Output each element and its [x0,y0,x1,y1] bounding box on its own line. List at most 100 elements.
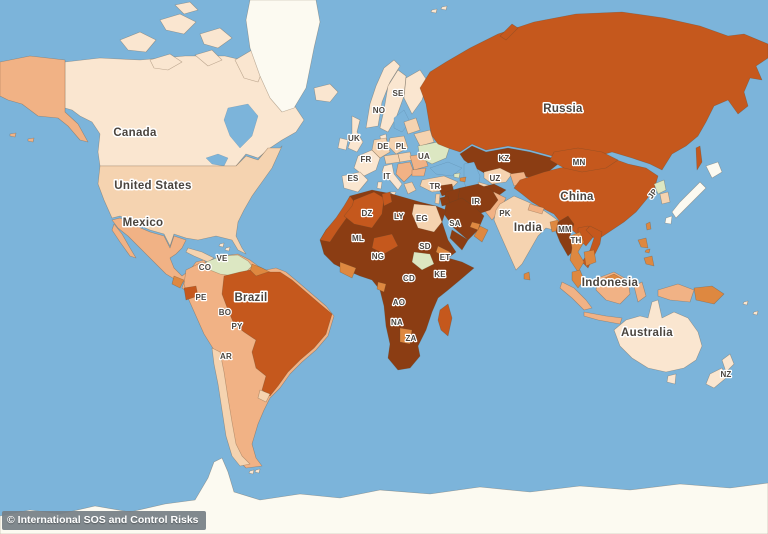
country-greece[interactable] [403,181,417,195]
country-finland[interactable] [403,69,429,115]
country-label-mn: MN [573,158,586,167]
country-taiwan[interactable] [645,221,652,231]
country-niger[interactable] [371,233,399,255]
indonesia-java[interactable] [583,311,623,325]
country-oman[interactable] [473,225,489,243]
country-label-et: ET [440,253,451,262]
aleutian-islands [9,132,35,143]
country-label-bo: BO [219,308,231,317]
country-uruguay[interactable] [257,389,271,403]
country-south-sudan[interactable] [411,251,435,271]
country-tunisia[interactable] [381,191,393,207]
country-italy[interactable] [381,163,403,191]
svalbard [430,5,448,14]
us-alaska[interactable] [0,55,89,143]
country-label-tr: TR [429,182,440,191]
country-label-es: ES [347,174,359,183]
country-poland[interactable] [387,135,409,155]
country-label-nz: NZ [720,370,731,379]
country-ecuador[interactable] [183,285,199,301]
country-new-zealand[interactable] [705,353,735,389]
country-israel-lebanon[interactable] [434,193,441,205]
novaya-zemlya [499,23,519,41]
country-chile[interactable] [211,347,251,467]
country-japan[interactable] [664,161,723,225]
country-venezuela[interactable] [205,254,253,277]
country-papua-new-guinea[interactable] [693,285,725,305]
country-balkans[interactable] [395,161,415,183]
country-georgia[interactable] [453,172,461,179]
pacific-islands [742,300,759,316]
country-uzbekistan[interactable] [483,167,513,185]
country-ireland[interactable] [337,137,349,151]
country-united-kingdom[interactable] [347,115,364,153]
country-malaysia-peninsula[interactable] [571,269,585,289]
country-thailand[interactable] [569,231,585,273]
country-label-se: SE [392,89,404,98]
country-greenland[interactable] [245,0,321,113]
malaysia-borneo[interactable] [599,273,627,285]
country-russia[interactable] [419,11,768,171]
canada-arctic-island-1[interactable] [119,31,157,53]
country-yemen[interactable] [449,229,469,251]
country-ghana-cote-divoire[interactable] [339,261,357,279]
country-label-china: China [560,191,594,203]
country-label-ua: UA [418,152,430,161]
baja-california [111,223,137,259]
indonesia-sumatra[interactable] [559,281,593,311]
country-azerbaijan[interactable] [459,176,467,183]
canada-arctic-island-6[interactable] [174,1,199,15]
country-nepal[interactable] [527,203,545,215]
canada-arctic-island-4[interactable] [149,53,183,71]
country-philippines[interactable] [637,237,655,267]
country-united-states[interactable] [97,145,283,255]
country-sri-lanka[interactable] [523,271,531,281]
country-algeria[interactable] [343,191,385,229]
country-baltics[interactable] [403,117,421,135]
country-germany[interactable] [371,137,391,159]
country-label-py: PY [231,322,243,331]
country-madagascar[interactable] [437,303,453,337]
country-hungary-slovakia[interactable] [397,151,413,163]
country-guatemala[interactable] [171,275,185,289]
country-australia[interactable] [613,299,703,373]
tasmania [666,373,677,385]
country-botswana[interactable] [399,327,413,345]
canada-arctic-island-3[interactable] [199,27,233,49]
africa-base[interactable] [319,189,475,371]
country-label-canada: Canada [113,127,157,139]
country-uae-qatar[interactable] [469,221,481,231]
canada-arctic-island-2[interactable] [159,13,197,35]
country-label-co: CO [199,263,211,272]
country-brazil[interactable] [221,269,333,397]
country-name-labels: Canada United States Mexico Brazil Russia Chi… [112,102,675,341]
country-norway[interactable] [365,59,401,129]
country-label-sa: SA [449,219,461,228]
country-north-korea[interactable] [653,179,667,195]
country-belarus[interactable] [413,129,435,147]
country-label-kz: KZ [498,154,509,163]
country-cambodia[interactable] [583,249,597,267]
country-label-uz: UZ [489,174,500,183]
country-mongolia[interactable] [549,147,619,173]
country-label-indonesia: Indonesia [582,277,639,289]
country-eritrea-djibouti[interactable] [435,245,451,259]
country-czech-austria[interactable] [383,153,401,165]
hudson-bay [223,103,259,149]
country-label-ly: LY [394,212,404,221]
country-label-pl: PL [396,142,407,151]
country-spain-portugal[interactable] [341,171,369,193]
indonesia-papua[interactable] [657,283,695,303]
canada-arctic-island-5[interactable] [194,49,223,67]
country-gabon[interactable] [376,281,387,293]
indonesia-sulawesi[interactable] [633,281,647,303]
country-label-dz: DZ [361,209,372,218]
country-iceland[interactable] [313,83,339,103]
country-label-pe: PE [195,293,207,302]
country-egypt[interactable] [411,203,443,233]
country-label-india: India [514,222,543,234]
country-south-korea[interactable] [659,191,671,205]
country-bulgaria[interactable] [411,167,427,177]
